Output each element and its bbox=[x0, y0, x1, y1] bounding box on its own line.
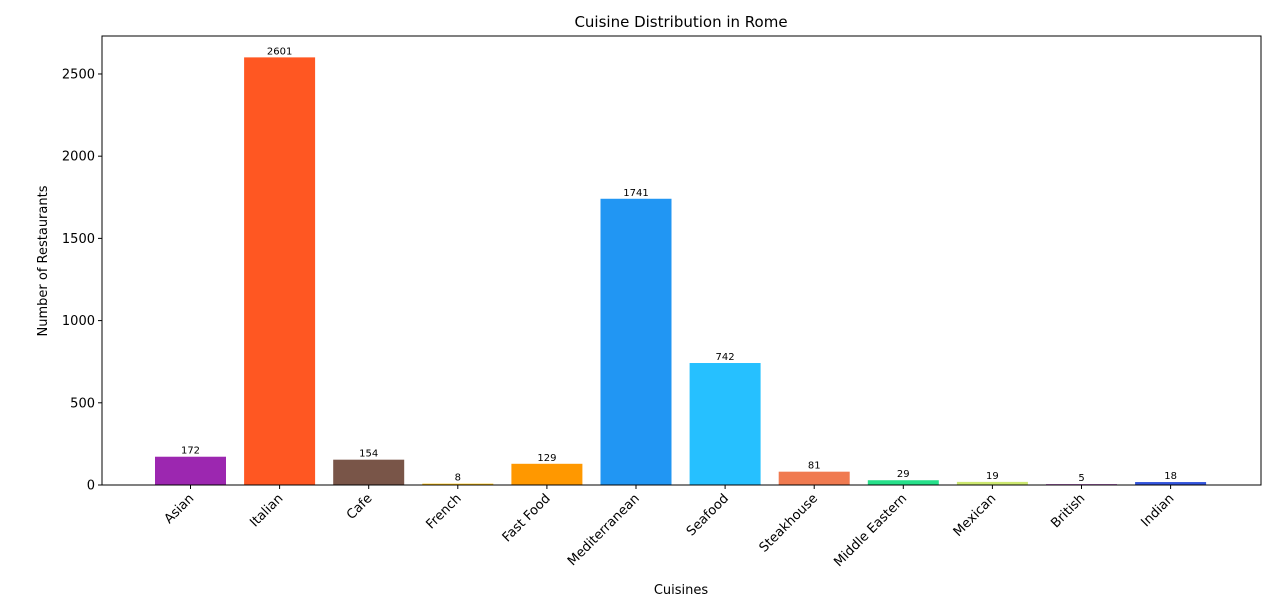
plot-frame bbox=[101, 35, 1262, 486]
x-tick-label-italian: Italian bbox=[247, 491, 286, 530]
x-tick-label-mediterranean: Mediterranean bbox=[565, 491, 643, 569]
bar-asian bbox=[155, 456, 226, 485]
data-label-mediterranean: 1741 bbox=[623, 188, 648, 199]
data-label-french: 8 bbox=[455, 473, 461, 484]
data-label-cafe: 154 bbox=[359, 449, 378, 460]
bar-cafe bbox=[333, 459, 405, 485]
y-axis-ticks: 0 500 1000 1500 2000 2500 bbox=[62, 67, 102, 494]
x-tick-label-mexican: Mexican bbox=[951, 491, 1000, 540]
chart-title: Cuisine Distribution in Rome bbox=[574, 13, 787, 31]
y-tick-label: 500 bbox=[70, 396, 95, 411]
y-tick-label: 2500 bbox=[62, 67, 95, 82]
bar-italian bbox=[244, 57, 316, 486]
x-tick-label-middle-eastern: Middle Eastern bbox=[831, 491, 910, 570]
x-tick-label-steakhouse: Steakhouse bbox=[757, 491, 821, 555]
y-tick-label: 2000 bbox=[62, 150, 95, 165]
data-label-mexican: 19 bbox=[986, 471, 999, 482]
bar-middle-eastern bbox=[867, 480, 939, 485]
x-tick-label-seafood: Seafood bbox=[684, 491, 732, 539]
data-label-italian: 2601 bbox=[267, 46, 292, 57]
y-tick-label: 0 bbox=[87, 479, 95, 494]
data-label-fast-food: 129 bbox=[537, 453, 556, 464]
bar-steakhouse bbox=[778, 471, 850, 485]
data-label-asian: 172 bbox=[181, 446, 200, 457]
bar-fast-food bbox=[511, 463, 583, 485]
bar-french bbox=[422, 483, 494, 485]
data-label-middle-eastern: 29 bbox=[897, 469, 910, 480]
y-axis-label: Number of Restaurants bbox=[36, 185, 51, 336]
y-tick-label: 1000 bbox=[62, 314, 95, 329]
bar-mediterranean bbox=[600, 198, 672, 485]
bar-seafood bbox=[689, 363, 761, 485]
x-axis-ticks: Asian Italian Cafe French Fast Food Mediterra… bbox=[162, 485, 1177, 570]
data-label-steakhouse: 81 bbox=[808, 461, 821, 472]
bar-indian bbox=[1135, 482, 1207, 485]
data-label-british: 5 bbox=[1078, 473, 1084, 484]
bar-mexican bbox=[956, 481, 1028, 485]
x-tick-label-french: French bbox=[423, 491, 464, 532]
x-tick-label-fast-food: Fast Food bbox=[500, 491, 554, 545]
data-label-indian: 18 bbox=[1164, 471, 1177, 482]
data-label-seafood: 742 bbox=[716, 352, 735, 363]
x-axis-label: Cuisines bbox=[654, 583, 709, 598]
x-tick-label-cafe: Cafe bbox=[344, 491, 376, 523]
x-tick-label-indian: Indian bbox=[1138, 491, 1177, 530]
x-tick-label-british: British bbox=[1048, 491, 1088, 531]
x-tick-label-asian: Asian bbox=[162, 491, 198, 527]
y-tick-label: 1500 bbox=[62, 232, 95, 247]
